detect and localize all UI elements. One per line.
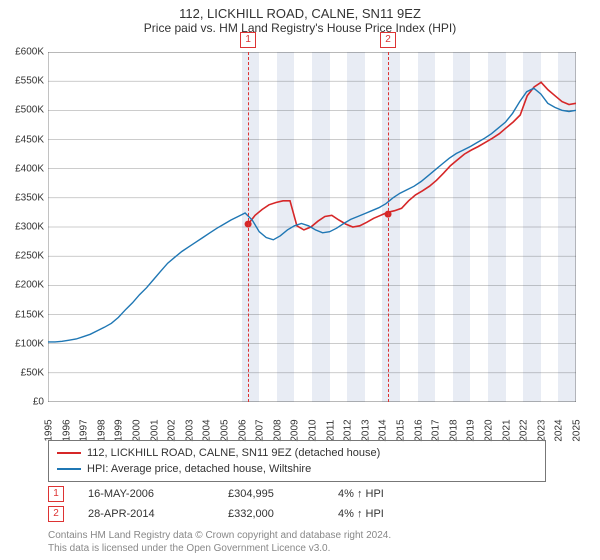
x-axis-label: 2021 [501,419,512,441]
x-axis-label: 1996 [61,419,72,441]
sale-marker-badge: 1 [240,32,256,48]
x-axis-label: 2003 [184,419,195,441]
sale-row: 1 16-MAY-2006£304,9954% ↑ HPI [48,484,558,504]
page-subtitle: Price paid vs. HM Land Registry's House … [0,21,600,39]
plot-svg [48,52,576,402]
sale-marker-line [248,52,249,402]
sale-index-badge: 1 [48,486,64,502]
y-axis-label: £450K [2,134,44,145]
y-axis-label: £50K [2,367,44,378]
x-axis-label: 2018 [448,419,459,441]
sale-index-badge: 2 [48,506,64,522]
attribution-line: Contains HM Land Registry data © Crown c… [48,530,391,543]
x-axis-label: 1999 [114,419,125,441]
legend-row: HPI: Average price, detached house, Wilt… [57,461,537,477]
y-axis-label: £550K [2,76,44,87]
x-axis-label: 2016 [413,419,424,441]
price-chart: £0£50K£100K£150K£200K£250K£300K£350K£400… [48,52,576,402]
sale-date: 16-MAY-2006 [88,488,228,500]
y-axis-label: £200K [2,280,44,291]
sale-price: £304,995 [228,488,338,500]
x-axis-label: 2015 [396,419,407,441]
x-axis-label: 2022 [519,419,530,441]
y-axis-label: £100K [2,338,44,349]
y-axis-label: £500K [2,105,44,116]
page-title: 112, LICKHILL ROAD, CALNE, SN11 9EZ [0,0,600,21]
x-axis-label: 2010 [308,419,319,441]
y-axis-label: £150K [2,309,44,320]
y-axis-label: £300K [2,222,44,233]
x-axis-label: 2014 [378,419,389,441]
sale-delta: 4% ↑ HPI [338,508,384,520]
sale-marker-line [388,52,389,402]
x-axis-label: 2009 [290,419,301,441]
x-axis-label: 2017 [431,419,442,441]
y-axis-label: £400K [2,163,44,174]
legend-label: 112, LICKHILL ROAD, CALNE, SN11 9EZ (det… [87,447,380,459]
x-axis-label: 2013 [360,419,371,441]
y-axis-label: £0 [2,397,44,408]
x-axis-label: 1998 [96,419,107,441]
x-axis-label: 2006 [237,419,248,441]
x-axis-label: 2023 [536,419,547,441]
sale-marker-badge: 2 [380,32,396,48]
x-axis-label: 2001 [149,419,160,441]
x-axis-label: 1997 [79,419,90,441]
y-axis-label: £600K [2,47,44,58]
sale-row: 2 28-APR-2014£332,0004% ↑ HPI [48,504,558,524]
x-axis-label: 2012 [343,419,354,441]
legend-row: 112, LICKHILL ROAD, CALNE, SN11 9EZ (det… [57,445,537,461]
x-axis-label: 2000 [132,419,143,441]
x-axis-label: 2019 [466,419,477,441]
x-axis-label: 2008 [272,419,283,441]
x-axis-label: 2005 [220,419,231,441]
x-axis-label: 2024 [554,419,565,441]
x-axis-label: 2007 [255,419,266,441]
legend-label: HPI: Average price, detached house, Wilt… [87,463,311,475]
attribution-line: This data is licensed under the Open Gov… [48,543,391,556]
x-axis-label: 2004 [202,419,213,441]
sales-table: 1 16-MAY-2006£304,9954% ↑ HPI 2 28-APR-2014… [48,484,558,524]
x-axis-label: 1995 [44,419,55,441]
sale-delta: 4% ↑ HPI [338,488,384,500]
x-axis-label: 2002 [167,419,178,441]
x-axis-label: 2020 [484,419,495,441]
page: 112, LICKHILL ROAD, CALNE, SN11 9EZ Pric… [0,0,600,560]
sale-date: 28-APR-2014 [88,508,228,520]
x-axis-label: 2025 [572,419,583,441]
x-axis-label: 2011 [325,420,336,442]
attribution: Contains HM Land Registry data © Crown c… [48,530,391,555]
legend: 112, LICKHILL ROAD, CALNE, SN11 9EZ (det… [48,440,546,482]
y-axis-label: £350K [2,192,44,203]
legend-swatch [57,468,81,470]
y-axis-label: £250K [2,251,44,262]
legend-swatch [57,452,81,454]
sale-price: £332,000 [228,508,338,520]
